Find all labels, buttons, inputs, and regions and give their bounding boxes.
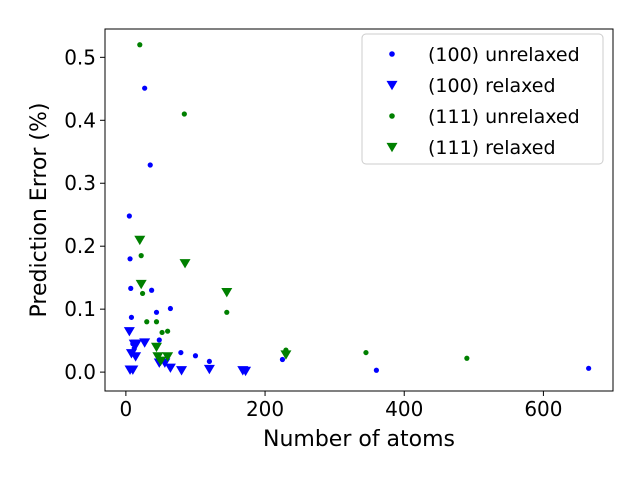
data-point [164, 363, 176, 373]
data-point [126, 213, 132, 219]
data-point [130, 339, 142, 350]
data-point [153, 319, 160, 325]
legend-marker-0 [389, 51, 395, 57]
x-tick-label: 200 [246, 397, 284, 421]
legend-label-1: (100) relaxed [428, 75, 556, 97]
series-3 [134, 235, 292, 367]
data-point [134, 235, 146, 246]
y-tick-label: 0.1 [64, 297, 96, 321]
data-point [280, 350, 292, 360]
data-point [224, 309, 230, 315]
plot-frame [104, 28, 614, 392]
data-point [206, 358, 212, 365]
legend-frame [361, 33, 604, 165]
series-0 [126, 85, 592, 373]
y-axis-ticks: 0.0 0.1 0.2 0.3 0.4 0.5 [64, 45, 105, 384]
data-point [156, 337, 162, 343]
data-point [153, 309, 160, 315]
legend-marker-3 [386, 142, 398, 153]
data-point [149, 287, 155, 293]
y-tick-label: 0.5 [64, 45, 96, 69]
data-point [150, 342, 162, 353]
data-point [279, 356, 286, 363]
data-point [144, 319, 150, 325]
legend-marker-1 [386, 80, 398, 91]
legend: (100) unrelaxed (100) relaxed (111) unrela… [361, 33, 604, 165]
data-point [135, 279, 147, 290]
data-point [123, 327, 135, 337]
x-tick-label: 0 [120, 397, 133, 421]
data-point [240, 366, 252, 377]
data-point [137, 42, 143, 48]
data-point [221, 288, 233, 298]
y-axis-label: Prediction Error (%) [27, 103, 52, 318]
data-point [165, 328, 171, 334]
y-tick-label: 0.3 [64, 171, 96, 195]
data-point [128, 285, 134, 291]
data-point [128, 314, 135, 320]
x-tick-label: 400 [385, 397, 423, 421]
legend-label-0: (100) unrelaxed [428, 44, 580, 66]
data-point [147, 162, 153, 168]
data-point [162, 352, 174, 362]
data-point [586, 365, 592, 371]
data-point [363, 349, 369, 356]
data-point [159, 329, 165, 336]
data-point [139, 290, 146, 297]
y-tick-label: 0.0 [64, 360, 96, 384]
y-tick-label: 0.2 [64, 234, 96, 258]
data-point [130, 352, 142, 362]
data-point [179, 259, 191, 269]
x-axis-ticks: 0 200 400 600 [120, 391, 563, 421]
series-1 [123, 327, 252, 377]
legend-label-2: (111) unrelaxed [428, 106, 580, 128]
data-point [178, 349, 184, 356]
legend-label-3: (111) relaxed [428, 137, 556, 159]
data-point [181, 111, 187, 117]
data-point [127, 365, 139, 375]
x-tick-label: 600 [524, 397, 562, 421]
data-point [167, 305, 174, 312]
data-point [464, 355, 470, 361]
data-point [373, 367, 379, 373]
legend-marker-2 [389, 113, 395, 119]
y-tick-label: 0.4 [64, 108, 96, 132]
data-point [138, 253, 144, 259]
data-point [139, 338, 151, 348]
data-point [155, 356, 167, 367]
data-point [192, 353, 199, 359]
x-axis-label: Number of atoms [263, 427, 455, 452]
data-point [142, 85, 148, 91]
data-point [127, 256, 133, 262]
data-point [176, 366, 188, 376]
data-points [123, 42, 592, 377]
data-point [203, 364, 215, 375]
